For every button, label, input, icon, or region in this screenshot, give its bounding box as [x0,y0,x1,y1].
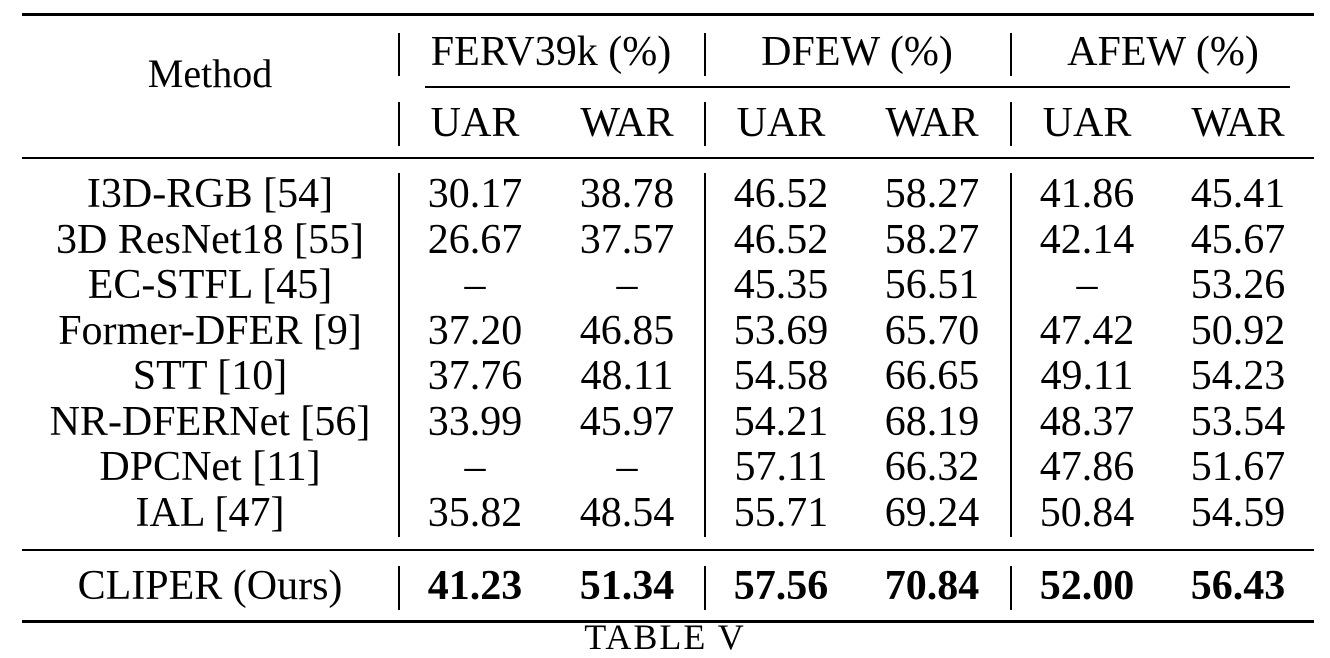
table-cell: – [1076,262,1098,308]
row-method: EC-STFL [45] [87,262,333,308]
table-cell: 48.11 [580,353,674,399]
header-rule [22,157,1314,159]
table-cell: 53.26 [1190,262,1286,308]
table-cell: 50.92 [1190,307,1286,354]
table-cell: 42.14 [1039,216,1135,263]
separator-line [704,33,706,76]
row-method: IAL [47] [135,489,285,536]
method-header: Method [147,51,273,96]
table-cell: 37.76 [427,353,523,399]
table-cell: 66.65 [884,353,980,399]
separator-line [398,33,400,76]
row-method: NR-DFERNet [56] [49,398,371,445]
table-cell: 58.27 [884,216,980,263]
table-cell: – [464,444,486,490]
row-method: STT [10] [132,353,288,399]
table-cell: 38.78 [579,171,675,217]
ours-value: 41.23 [427,563,523,609]
ours-value: 70.84 [884,563,980,609]
table-cell: 53.54 [1190,398,1286,445]
table-cell: 45.97 [579,398,675,445]
table-cell: 54.21 [733,398,829,445]
table-cell: 66.32 [884,444,980,490]
subcol-header: WAR [1191,100,1285,146]
separator-line [704,566,706,610]
separator-line [1010,566,1012,610]
table-cell: 65.70 [884,307,980,354]
table-cell: – [616,262,638,308]
subcol-header: UAR [430,100,520,146]
ours-rule [22,549,1314,551]
separator-line [1010,102,1012,146]
separator-line [398,566,400,610]
table-cell: 54.59 [1190,489,1286,536]
group-underline [425,86,1290,88]
table-cell: 46.85 [579,307,675,354]
table-cell: 30.17 [427,171,523,217]
table-cell: 45.41 [1190,171,1286,217]
table-cell: – [616,444,638,490]
separator-line [704,102,706,146]
subcol-header: UAR [1042,100,1132,146]
separator-line [1010,173,1012,537]
row-method: DPCNet [11] [99,444,321,490]
table-cell: 33.99 [427,398,523,445]
separator-line [704,173,706,537]
table-cell: 26.67 [427,216,523,263]
table-cell: 48.37 [1039,398,1135,445]
top-rule [22,13,1314,16]
table-cell: 46.52 [733,216,829,263]
group-header-afew: AFEW (%) [1067,29,1259,75]
ours-value: 51.34 [579,563,675,609]
table-cell: 53.69 [733,307,829,354]
table-cell: 58.27 [884,171,980,217]
row-method: I3D-RGB [54] [86,171,334,217]
subcol-header: WAR [885,100,979,146]
table-cell: 41.86 [1039,171,1135,217]
table-cell: 37.20 [427,307,523,354]
table-cell: 68.19 [884,398,980,445]
table-cell: 45.35 [733,262,829,308]
row-method: Former-DFER [9] [58,307,362,354]
table-cell: 45.67 [1190,216,1286,263]
separator-line [398,102,400,146]
table-cell: 47.42 [1039,307,1135,354]
separator-line [1010,33,1012,76]
table-cell: 54.58 [733,353,829,399]
table-cell: 46.52 [733,171,829,217]
table-cell: 57.11 [734,444,828,490]
group-header-ferv39k: FERV39k (%) [430,29,672,75]
table-cell: 69.24 [884,489,980,536]
row-method: 3D ResNet18 [55] [56,216,364,263]
ours-value: 56.43 [1190,563,1286,609]
table-cell: 56.51 [884,262,980,308]
separator-line [398,173,400,537]
group-header-dfew: DFEW (%) [761,29,953,75]
table-cell: 55.71 [733,489,829,536]
table-caption: TABLE V [584,617,746,657]
ours-method: CLIPER (Ours) [77,563,343,609]
subcol-header: WAR [580,100,674,146]
table-cell: 47.86 [1039,444,1135,490]
table-cell: 49.11 [1040,353,1134,399]
ours-value: 52.00 [1039,563,1135,609]
table-cell: – [464,262,486,308]
ours-value: 57.56 [733,563,829,609]
table-cell: 51.67 [1190,444,1286,490]
table-cell: 54.23 [1190,353,1286,399]
subcol-header: UAR [736,100,826,146]
table-cell: 50.84 [1039,489,1135,536]
table-cell: 48.54 [579,489,675,536]
table-cell: 35.82 [427,489,523,536]
bottom-rule [22,620,1314,623]
table-cell: 37.57 [579,216,675,263]
